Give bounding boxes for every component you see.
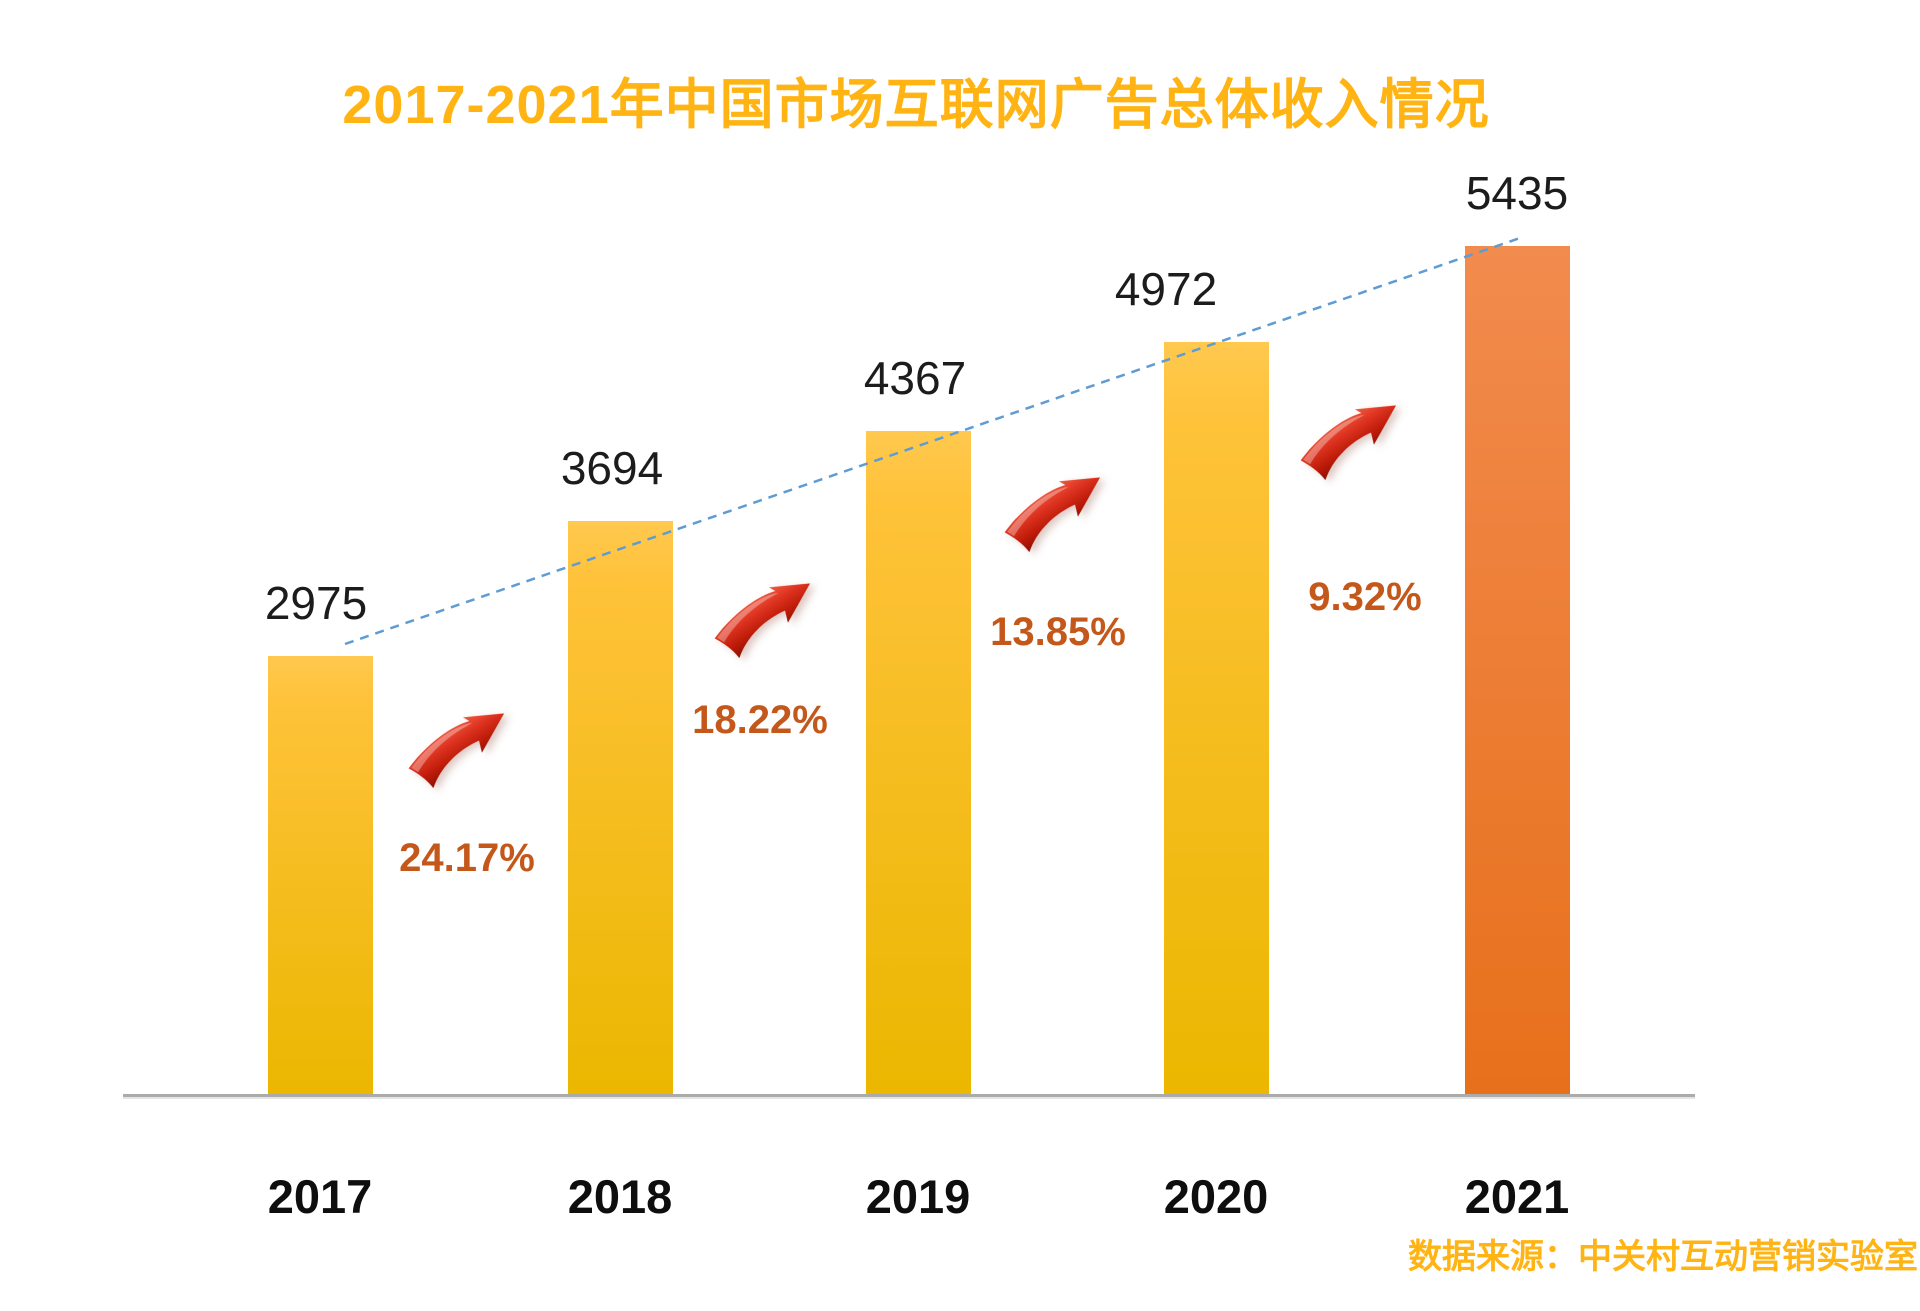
growth-arrow-icon [1293, 389, 1410, 486]
bar-2020 [1163, 342, 1269, 1095]
axis-label-2020: 2020 [1163, 1170, 1269, 1223]
growth-arrow-icon [401, 697, 518, 794]
value-label-2018: 3694 [560, 442, 664, 494]
bar-2021 [1464, 246, 1570, 1095]
bar-2018 [567, 521, 673, 1095]
growth-label: 13.85% [990, 610, 1126, 654]
bar-2017 [267, 656, 373, 1095]
value-label-2020: 4972 [1114, 263, 1218, 315]
axis-label-2017: 2017 [267, 1170, 373, 1223]
bar-2019 [865, 431, 971, 1095]
growth-label: 24.17% [399, 836, 535, 880]
growth-label: 18.22% [692, 698, 828, 742]
growth-arrow-icon [707, 567, 824, 664]
axis-label-2018: 2018 [567, 1170, 673, 1223]
chart-title: 2017-2021年中国市场互联网广告总体收入情况 [342, 75, 1490, 135]
data-source-label: 数据来源：中关村互动营销实验室 [1408, 1238, 1918, 1276]
x-axis-line [123, 1094, 1695, 1097]
value-label-2021: 5435 [1465, 167, 1569, 219]
growth-arrow-icon [997, 461, 1114, 558]
growth-label: 9.32% [1308, 575, 1422, 619]
value-label-2017: 2975 [264, 577, 368, 629]
axis-label-2021: 2021 [1464, 1170, 1570, 1223]
axis-label-2019: 2019 [865, 1170, 971, 1223]
value-label-2019: 4367 [863, 352, 967, 404]
